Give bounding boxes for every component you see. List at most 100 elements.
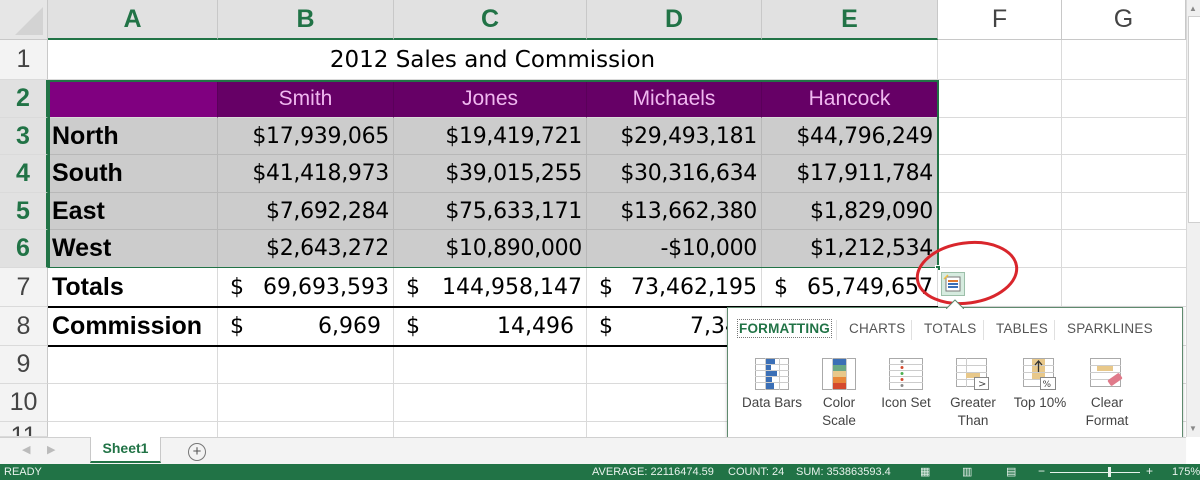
region-east[interactable]: East <box>48 193 218 230</box>
cell-e3[interactable]: $44,796,249 <box>762 118 938 155</box>
greater-than-icon: > <box>956 358 989 390</box>
tab-charts[interactable]: CHARTS <box>849 321 906 336</box>
vertical-scrollbar[interactable]: ▲ ▼ <box>1186 0 1200 437</box>
header-hancock[interactable]: Hancock <box>762 80 938 118</box>
quick-analysis-button[interactable] <box>941 272 965 296</box>
cell-e5[interactable]: $1,829,090 <box>762 193 938 230</box>
zoom-slider-thumb[interactable] <box>1108 467 1111 477</box>
column-header-e[interactable]: E <box>762 0 938 40</box>
currency-symbol: $ <box>599 314 613 339</box>
prev-sheet-icon[interactable]: ◀ <box>22 444 31 456</box>
column-header-a[interactable]: A <box>48 0 218 40</box>
color-scale-label-line2: Scale <box>822 413 856 428</box>
top-10-percent-button[interactable]: % Top 10% <box>1005 358 1075 412</box>
cell-b4[interactable]: $41,418,973 <box>218 155 394 193</box>
page-layout-icon[interactable]: ▥ <box>962 466 973 478</box>
column-header-b[interactable]: B <box>218 0 394 40</box>
total-smith[interactable]: $69,693,593 <box>218 268 394 307</box>
row-header-7[interactable]: 7 <box>0 268 48 307</box>
popup-pointer-icon <box>946 299 964 309</box>
data-bars-button[interactable]: Data Bars <box>737 358 807 412</box>
status-count: COUNT: 24 <box>728 466 785 478</box>
commission-value: 6,969 <box>318 314 381 339</box>
currency-symbol: $ <box>406 314 420 339</box>
scroll-down-icon[interactable]: ▼ <box>1189 424 1197 433</box>
cell-c6[interactable]: $10,890,000 <box>394 230 587 268</box>
icon-set-icon <box>889 358 923 390</box>
header-michaels[interactable]: Michaels <box>587 80 762 118</box>
tab-separator <box>1054 320 1055 340</box>
cell-c3[interactable]: $19,419,721 <box>394 118 587 155</box>
cell-a2[interactable] <box>48 80 218 118</box>
zoom-in-icon[interactable]: + <box>1146 464 1154 478</box>
column-header-c[interactable]: C <box>394 0 587 40</box>
cell-d4[interactable]: $30,316,634 <box>587 155 762 193</box>
row-header-5[interactable]: 5 <box>0 193 48 230</box>
total-value: 73,462,195 <box>631 274 757 300</box>
row-header-2[interactable]: 2 <box>0 80 48 118</box>
total-value: 69,693,593 <box>263 274 389 300</box>
tab-separator <box>911 320 912 340</box>
status-bar: READY AVERAGE: 22116474.59 COUNT: 24 SUM… <box>0 464 1200 480</box>
row-header-8[interactable]: 8 <box>0 307 48 346</box>
tab-tables[interactable]: TABLES <box>996 321 1048 336</box>
region-south[interactable]: South <box>48 155 218 193</box>
tab-totals[interactable]: TOTALS <box>924 321 977 336</box>
cell-c5[interactable]: $75,633,171 <box>394 193 587 230</box>
commission-label[interactable]: Commission <box>48 308 218 346</box>
total-jones[interactable]: $144,958,147 <box>394 268 587 307</box>
cell-d3[interactable]: $29,493,181 <box>587 118 762 155</box>
cell-b5[interactable]: $7,692,284 <box>218 193 394 230</box>
svg-text:%: % <box>1043 380 1052 390</box>
commission-smith[interactable]: $6,969 <box>218 308 394 346</box>
cell-d5[interactable]: $13,662,380 <box>587 193 762 230</box>
row-header-3[interactable]: 3 <box>0 118 48 155</box>
cell-e4[interactable]: $17,911,784 <box>762 155 938 193</box>
row-header-4[interactable]: 4 <box>0 155 48 193</box>
cell-e6[interactable]: $1,212,534 <box>762 230 938 268</box>
normal-view-icon[interactable]: ▦ <box>920 466 931 478</box>
header-jones[interactable]: Jones <box>394 80 587 118</box>
header-smith[interactable]: Smith <box>218 80 394 118</box>
page-break-preview-icon[interactable]: ▤ <box>1006 466 1017 478</box>
total-hancock[interactable]: $65,749,657 <box>762 268 938 307</box>
row-header-1[interactable]: 1 <box>0 40 48 80</box>
zoom-out-icon[interactable]: − <box>1038 464 1046 478</box>
next-sheet-icon[interactable]: ▶ <box>47 444 56 456</box>
clear-format-label-line1: Clear <box>1090 395 1124 410</box>
cell-b6[interactable]: $2,643,272 <box>218 230 394 268</box>
select-all-corner[interactable] <box>0 0 48 40</box>
clear-format-button[interactable]: Clear Format <box>1072 358 1142 430</box>
tab-sparklines[interactable]: SPARKLINES <box>1067 321 1153 336</box>
scrollbar-thumb[interactable] <box>1188 16 1200 223</box>
row-header-9[interactable]: 9 <box>0 346 48 384</box>
cell-b3[interactable]: $17,939,065 <box>218 118 394 155</box>
zoom-level[interactable]: 175% <box>1172 466 1200 478</box>
column-header-g[interactable]: G <box>1062 0 1186 40</box>
sheet-tab-sheet1[interactable]: Sheet1 <box>90 437 161 463</box>
row-header-6[interactable]: 6 <box>0 230 48 268</box>
region-west[interactable]: West <box>48 230 218 268</box>
icon-set-button[interactable]: Icon Set <box>871 358 941 412</box>
region-north[interactable]: North <box>48 118 218 155</box>
total-michaels[interactable]: $73,462,195 <box>587 268 762 307</box>
cell-c4[interactable]: $39,015,255 <box>394 155 587 193</box>
row-header-11[interactable]: 11 <box>0 422 48 437</box>
color-scale-button[interactable]: Color Scale <box>804 358 874 430</box>
scroll-up-icon[interactable]: ▲ <box>1189 4 1197 13</box>
row-header-10[interactable]: 10 <box>0 384 48 422</box>
commission-jones[interactable]: $14,496 <box>394 308 587 346</box>
column-header-f[interactable]: F <box>938 0 1062 40</box>
add-sheet-button[interactable]: + <box>188 443 206 461</box>
title-cell[interactable]: 2012 Sales and Commission <box>48 40 938 80</box>
totals-label[interactable]: Totals <box>48 268 218 307</box>
tab-separator <box>836 320 837 340</box>
commission-value: 14,496 <box>497 314 574 339</box>
currency-symbol: $ <box>774 274 788 300</box>
clear-format-icon <box>1090 358 1123 387</box>
column-header-d[interactable]: D <box>587 0 762 40</box>
cell-d6[interactable]: -$10,000 <box>587 230 762 268</box>
tab-formatting[interactable]: FORMATTING <box>737 319 832 338</box>
zoom-slider[interactable] <box>1050 472 1140 473</box>
greater-than-button[interactable]: > Greater Than <box>938 358 1008 430</box>
